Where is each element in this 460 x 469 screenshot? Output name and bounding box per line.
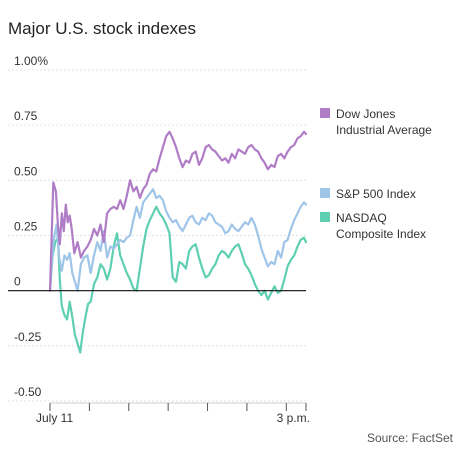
series-lines — [48, 130, 308, 354]
x-tick-label: July 11 — [36, 411, 73, 425]
legend-label: NASDAQ — [336, 211, 387, 225]
y-tick-label: -0.25 — [14, 330, 42, 344]
gridlines — [8, 69, 306, 402]
legend-label: S&P 500 Index — [336, 187, 416, 201]
y-tick-label: 0 — [14, 275, 21, 289]
legend-label: Industrial Average — [336, 123, 432, 137]
legend-swatch — [320, 108, 330, 118]
source-note: Source: FactSet — [366, 431, 453, 445]
y-tick-label: 1.00% — [14, 54, 48, 68]
y-tick-label: -0.50 — [14, 385, 42, 399]
y-tick-label: 0.75 — [14, 109, 38, 123]
y-tick-label: 0.50 — [14, 164, 38, 178]
series-line-nasdaq — [48, 205, 308, 354]
axes: 1.00% 0.75 0.50 0.25 0 -0.25 -0.50 July 11 3 p.m… — [8, 54, 310, 425]
y-tick-label: 0.25 — [14, 220, 38, 234]
legend-label: Composite Index — [336, 227, 426, 241]
legend-swatch — [320, 188, 330, 198]
legend: Dow Jones Industrial Average S&P 500 Index… — [320, 107, 432, 241]
series-line-dow — [48, 130, 308, 292]
x-tick-label: 3 p.m. — [277, 411, 310, 425]
legend-label: Dow Jones — [336, 107, 395, 121]
legend-swatch — [320, 212, 330, 222]
chart-title: Major U.S. stock indexes — [8, 19, 197, 38]
series-line-sp500 — [48, 188, 308, 292]
